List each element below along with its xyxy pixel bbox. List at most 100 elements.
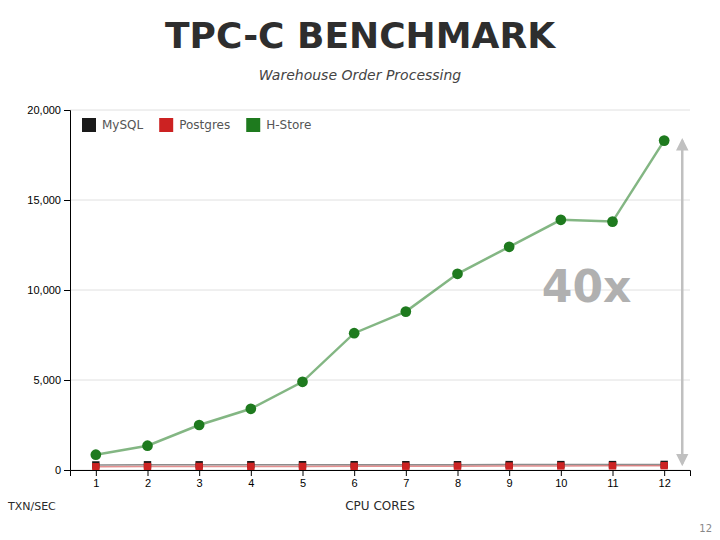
x-tick: 11 bbox=[607, 470, 618, 489]
y-tick: 0 bbox=[55, 464, 70, 476]
series-point bbox=[297, 376, 308, 387]
series-point bbox=[349, 328, 360, 339]
chart-svg: TPC-C BENCHMARK Warehouse Order Processin… bbox=[0, 0, 720, 540]
series-point bbox=[400, 306, 411, 317]
legend-label: Postgres bbox=[179, 118, 230, 132]
y-tick-label: 15,000 bbox=[27, 194, 61, 206]
y-tick-mark bbox=[64, 110, 70, 111]
series-point bbox=[504, 241, 515, 252]
x-tick-mark bbox=[148, 470, 149, 476]
legend-label: MySQL bbox=[102, 118, 144, 132]
x-tick: 5 bbox=[300, 470, 306, 489]
chart-container: TPC-C BENCHMARK Warehouse Order Processin… bbox=[0, 0, 720, 540]
grid bbox=[70, 110, 690, 470]
y-axis-label: TXN/SEC bbox=[7, 500, 56, 513]
plot: 12345678910111205,00010,00015,00020,0004… bbox=[27, 104, 690, 489]
series-point bbox=[555, 214, 566, 225]
y-tick: 5,000 bbox=[33, 374, 70, 386]
legend-swatch bbox=[246, 118, 260, 132]
y-tick-label: 20,000 bbox=[27, 104, 61, 116]
x-tick: 8 bbox=[455, 470, 461, 489]
x-tick-label: 6 bbox=[352, 477, 358, 489]
x-tick: 2 bbox=[145, 470, 151, 489]
x-tick: 4 bbox=[248, 470, 254, 489]
x-tick-label: 4 bbox=[248, 477, 254, 489]
x-tick: 3 bbox=[197, 470, 203, 489]
series-point bbox=[90, 449, 101, 460]
series-point bbox=[194, 420, 205, 431]
series-point bbox=[454, 462, 461, 469]
series-point bbox=[660, 462, 667, 469]
x-tick-mark bbox=[303, 470, 304, 476]
x-axis: 123456789101112 bbox=[71, 470, 691, 489]
x-tick: 12 bbox=[659, 470, 671, 489]
series-line bbox=[96, 466, 664, 467]
series-line bbox=[96, 141, 664, 455]
x-tick-label: 8 bbox=[455, 477, 461, 489]
x-tick-mark bbox=[251, 470, 252, 476]
y-tick: 20,000 bbox=[27, 104, 70, 116]
x-tick-label: 7 bbox=[403, 477, 409, 489]
x-tick-label: 10 bbox=[555, 477, 567, 489]
y-tick-label: 0 bbox=[55, 464, 61, 476]
series-point bbox=[452, 268, 463, 279]
x-tick: 10 bbox=[555, 470, 567, 489]
legend-item: MySQL bbox=[82, 118, 144, 132]
series-point bbox=[505, 462, 512, 469]
slide-number: 12 bbox=[699, 523, 712, 534]
legend-swatch bbox=[82, 118, 96, 132]
y-tick-mark bbox=[64, 290, 70, 291]
series-point bbox=[142, 440, 153, 451]
x-tick-mark bbox=[613, 470, 614, 476]
x-tick: 9 bbox=[507, 470, 513, 489]
y-tick-label: 5,000 bbox=[33, 374, 61, 386]
y-tick: 15,000 bbox=[27, 194, 70, 206]
x-tick-label: 3 bbox=[197, 477, 203, 489]
x-tick-mark bbox=[664, 470, 665, 476]
series-point bbox=[609, 462, 616, 469]
x-tick-label: 5 bbox=[300, 477, 306, 489]
x-tick: 6 bbox=[352, 470, 358, 489]
y-tick-label: 10,000 bbox=[27, 284, 61, 296]
x-tick-label: 2 bbox=[145, 477, 151, 489]
grid-line bbox=[70, 200, 690, 201]
y-axis: 0 5,000 10,000 15,000 20,000 bbox=[27, 104, 70, 476]
x-tick-mark bbox=[96, 470, 97, 476]
x-tick-mark bbox=[561, 470, 562, 476]
grid-line bbox=[70, 110, 690, 111]
x-axis-label: CPU CORES bbox=[345, 499, 415, 513]
x-tick-mark bbox=[509, 470, 510, 476]
grid-line bbox=[70, 380, 690, 381]
y-tick-mark bbox=[64, 470, 70, 471]
y-tick: 10,000 bbox=[27, 284, 70, 296]
x-tick-mark bbox=[354, 470, 355, 476]
series-point bbox=[557, 462, 564, 469]
series-point bbox=[195, 463, 202, 470]
legend-label: H-Store bbox=[266, 118, 311, 132]
x-tick-mark bbox=[199, 470, 200, 476]
legend-item: Postgres bbox=[159, 118, 230, 132]
y-tick-mark bbox=[64, 380, 70, 381]
title: TPC-C BENCHMARK bbox=[165, 15, 556, 56]
x-tick-label: 12 bbox=[659, 477, 671, 489]
x-tick-label: 1 bbox=[93, 477, 99, 489]
series-point bbox=[402, 463, 409, 470]
series-point bbox=[607, 216, 618, 227]
series-point bbox=[245, 403, 256, 414]
y-axis-line bbox=[64, 111, 71, 471]
x-tick: 7 bbox=[403, 470, 409, 489]
subtitle: Warehouse Order Processing bbox=[259, 67, 462, 83]
legend-swatch bbox=[159, 118, 173, 132]
series-point bbox=[299, 463, 306, 470]
legend: MySQL Postgres H-Store bbox=[82, 118, 311, 132]
x-tick-mark bbox=[458, 470, 459, 476]
series-point bbox=[92, 463, 99, 470]
legend-item: H-Store bbox=[246, 118, 311, 132]
x-axis-line bbox=[71, 471, 691, 477]
x-tick-mark bbox=[406, 470, 407, 476]
x-tick-label: 9 bbox=[507, 477, 513, 489]
annotation: 40x bbox=[542, 261, 632, 312]
series-point bbox=[144, 463, 151, 470]
y-tick-mark bbox=[64, 200, 70, 201]
data-layer bbox=[90, 135, 669, 470]
